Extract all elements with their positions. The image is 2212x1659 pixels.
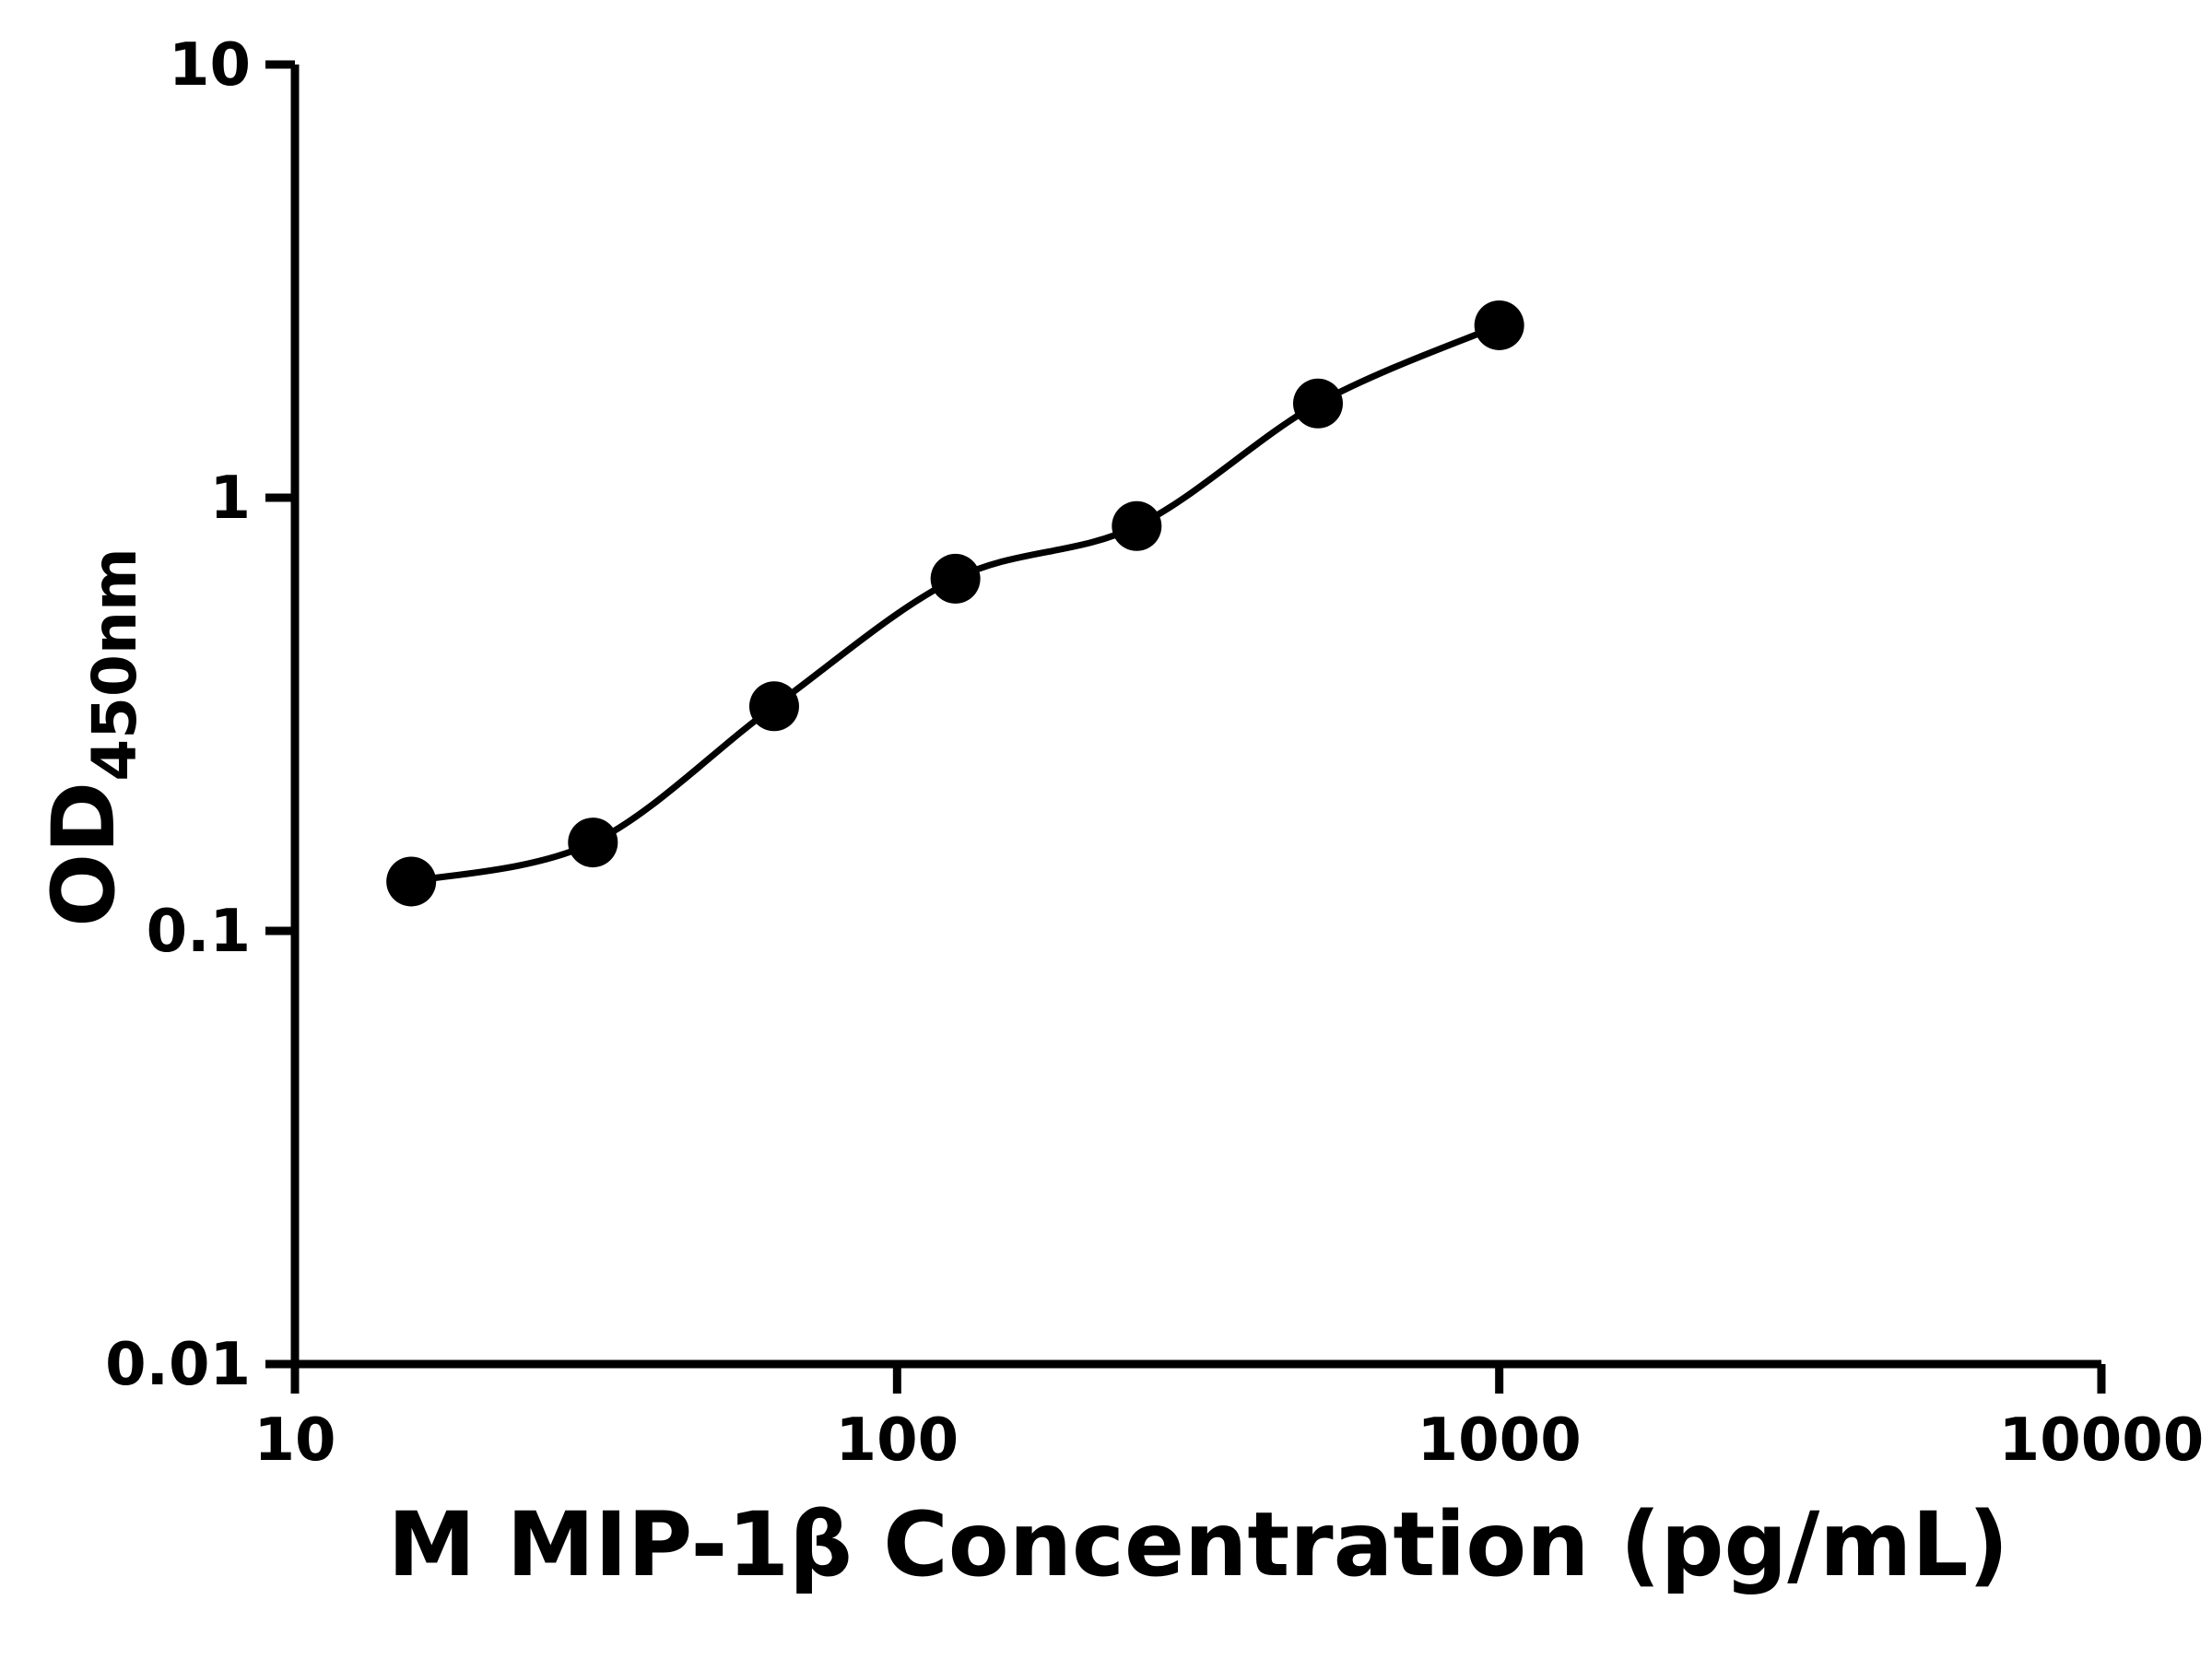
x-tick-label: 1000 — [1418, 1406, 1582, 1475]
y-tick-label: 10 — [169, 31, 251, 100]
x-tick-label: 10000 — [1999, 1406, 2205, 1475]
data-point-marker — [748, 681, 799, 732]
y-tick-label: 1 — [209, 465, 251, 533]
data-point-marker — [1474, 300, 1524, 350]
data-point-marker — [568, 818, 618, 868]
y-axis-title-subscript: 450nm — [79, 547, 150, 782]
y-axis-title-main: OD — [34, 781, 135, 927]
data-point-marker — [930, 553, 981, 604]
y-tick-label: 0.1 — [147, 898, 251, 966]
y-axis-title: OD450nm — [34, 547, 150, 926]
x-tick-label: 100 — [836, 1406, 959, 1475]
axes-spine — [290, 65, 2101, 1369]
data-point-marker — [1292, 378, 1343, 429]
data-point-marker — [386, 856, 437, 907]
x-tick-label: 10 — [253, 1406, 335, 1475]
x-axis-title: M MIP-1β Concentration (pg/mL) — [387, 1493, 2009, 1596]
data-point-marker — [1112, 500, 1162, 551]
y-tick-label: 0.01 — [105, 1331, 251, 1399]
